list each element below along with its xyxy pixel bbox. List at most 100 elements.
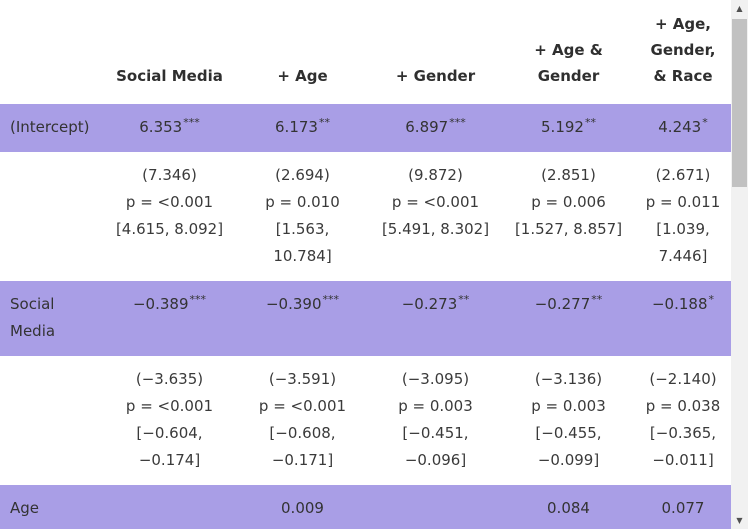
p-value: p = 0.003 (531, 397, 606, 415)
conf-interval: [−0.604, (136, 424, 203, 442)
row-label-age: Age (10, 499, 40, 517)
t-stat: (−3.095) (401, 370, 470, 388)
conf-interval: [−0.608, (269, 424, 336, 442)
estimate-value: −0.273 (401, 295, 458, 313)
stats-cell: (−3.635) p = <0.001 [−0.604, −0.174] (103, 356, 236, 485)
estimate-cell: −0.277** (502, 281, 635, 356)
stats-cell: (−3.095) p = 0.003 [−0.451, −0.096] (369, 356, 502, 485)
row-label-empty (0, 152, 103, 281)
stats-cell: (2.671) p = 0.011 [1.039, 7.446] (635, 152, 731, 281)
t-stat: (2.671) (655, 166, 711, 184)
t-stat: (2.694) (275, 166, 330, 184)
estimate-value: 6.897 (405, 118, 449, 136)
table-row: Age 0.009 0.084 0.077 (0, 485, 731, 529)
conf-interval: 7.446] (658, 247, 708, 265)
scrollbar-thumb[interactable] (732, 19, 747, 187)
significance-stars: ** (318, 116, 330, 129)
stats-cell: (7.346) p = <0.001 [4.615, 8.092] (103, 152, 236, 281)
stats-cell: (2.851) p = 0.006 [1.527, 8.857] (502, 152, 635, 281)
conf-interval: [1.563, (275, 220, 330, 238)
header-social-media: Social Media (116, 67, 223, 85)
t-stat: (7.346) (142, 166, 197, 184)
significance-stars: *** (322, 293, 340, 306)
significance-stars: * (702, 116, 708, 129)
header-age: + Age (277, 67, 328, 85)
estimate-value: −0.389 (132, 295, 189, 313)
row-label-line: Media (10, 322, 56, 340)
p-value: p = 0.011 (645, 193, 721, 211)
significance-stars: ** (591, 293, 603, 306)
row-label-social-media: Social Media (0, 281, 103, 356)
estimate-cell: 6.353*** (103, 104, 236, 152)
conf-interval: [−0.451, (402, 424, 469, 442)
table-row: (−3.635) p = <0.001 [−0.604, −0.174] (−3… (0, 356, 731, 485)
estimate-cell: −0.390*** (236, 281, 369, 356)
header-line: & Race (653, 67, 713, 85)
conf-interval: [−0.365, (649, 424, 717, 442)
estimate-cell: 0.084 (547, 499, 590, 517)
estimate-cell (103, 485, 236, 529)
conf-interval: [−0.455, (535, 424, 602, 442)
p-value: p = 0.010 (265, 193, 340, 211)
conf-interval: [1.527, 8.857] (514, 220, 623, 238)
t-stat: (−3.635) (135, 370, 204, 388)
row-label-intercept: (Intercept) (10, 118, 90, 136)
stats-cell: (9.872) p = <0.001 [5.491, 8.302] (369, 152, 502, 281)
t-stat: (9.872) (408, 166, 463, 184)
conf-interval: 10.784] (273, 247, 332, 265)
estimate-cell: 0.009 (281, 499, 324, 517)
table-row: (7.346) p = <0.001 [4.615, 8.092] (2.694… (0, 152, 731, 281)
header-line: Gender (537, 67, 600, 85)
table-row: (Intercept) 6.353*** 6.173** 6.897*** 5.… (0, 104, 731, 152)
estimate-value: −0.277 (534, 295, 591, 313)
scroll-up-icon[interactable]: ▲ (736, 4, 743, 13)
t-stat: (−2.140) (649, 370, 717, 388)
estimate-value: 5.192 (541, 118, 584, 136)
p-value: p = 0.038 (645, 397, 721, 415)
significance-stars: *** (449, 116, 466, 129)
header-gender: + Gender (395, 67, 476, 85)
row-label-empty (0, 356, 103, 485)
estimate-cell: −0.188* (635, 281, 731, 356)
estimate-cell: 5.192** (502, 104, 635, 152)
significance-stars: *** (183, 116, 200, 129)
p-value: p = 0.003 (398, 397, 473, 415)
estimate-cell: 0.077 (661, 499, 705, 517)
significance-stars: ** (584, 116, 596, 129)
row-label-line: Social (10, 295, 55, 313)
estimate-value: 6.173 (275, 118, 318, 136)
conf-interval: −0.174] (138, 451, 201, 469)
p-value: p = <0.001 (258, 397, 347, 415)
t-stat: (−3.591) (268, 370, 337, 388)
p-value: p = <0.001 (391, 193, 480, 211)
p-value: p = 0.006 (531, 193, 606, 211)
stats-cell: (−3.591) p = <0.001 [−0.608, −0.171] (236, 356, 369, 485)
significance-stars: *** (189, 293, 207, 306)
header-line: Gender, (650, 41, 716, 59)
p-value: p = <0.001 (125, 397, 214, 415)
conf-interval: [5.491, 8.302] (381, 220, 490, 238)
regression-table-viewport[interactable]: Social Media + Age + Gender + Age & Gend… (0, 0, 731, 529)
vertical-scrollbar[interactable]: ▲ ▼ (731, 0, 748, 529)
table-row: Social Media −0.389*** −0.390*** −0.273*… (0, 281, 731, 356)
t-stat: (−3.136) (534, 370, 603, 388)
conf-interval: −0.096] (404, 451, 467, 469)
significance-stars: ** (458, 293, 470, 306)
estimate-cell: 4.243* (635, 104, 731, 152)
scroll-down-icon[interactable]: ▼ (736, 516, 743, 525)
conf-interval: [1.039, (656, 220, 710, 238)
estimate-cell (369, 485, 502, 529)
stats-cell: (−3.136) p = 0.003 [−0.455, −0.099] (502, 356, 635, 485)
table-header-row: Social Media + Age + Gender + Age & Gend… (0, 0, 731, 104)
header-age-gender-race: + Age, Gender, & Race (635, 0, 731, 104)
estimate-value: 6.353 (139, 118, 183, 136)
significance-stars: * (708, 293, 715, 306)
stats-cell: (−2.140) p = 0.038 [−0.365, −0.011] (635, 356, 731, 485)
header-age-gender: + Age & Gender (502, 0, 635, 104)
p-value: p = <0.001 (125, 193, 214, 211)
stats-cell: (2.694) p = 0.010 [1.563, 10.784] (236, 152, 369, 281)
header-line: + Age & (534, 41, 603, 59)
conf-interval: −0.099] (537, 451, 600, 469)
regression-table: Social Media + Age + Gender + Age & Gend… (0, 0, 731, 529)
t-stat: (2.851) (541, 166, 596, 184)
